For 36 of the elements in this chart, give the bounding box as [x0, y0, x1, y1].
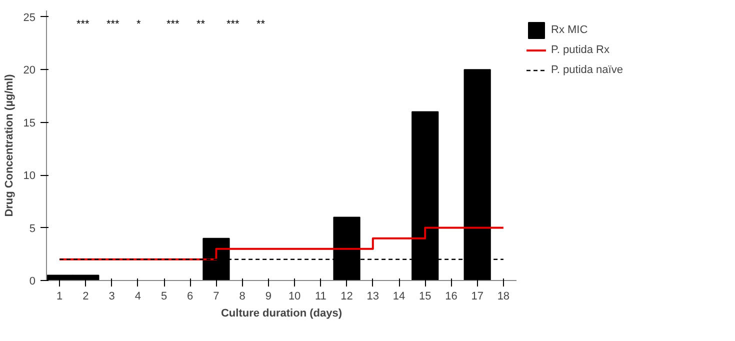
x-tick-label: 17 [471, 290, 484, 302]
x-tick-label: 9 [265, 290, 272, 302]
annotation: *** [226, 18, 240, 30]
annotation: *** [106, 18, 120, 30]
y-tick-label: 0 [29, 276, 36, 288]
x-tick-label: 8 [239, 290, 246, 302]
annotation: *** [76, 18, 90, 30]
legend-label: P. putida naïve [551, 64, 624, 76]
annotation: ** [196, 18, 206, 30]
annotation: *** [166, 18, 180, 30]
x-tick-label: 2 [82, 290, 89, 302]
x-tick-label: 6 [187, 290, 194, 302]
x-tick-label: 14 [392, 290, 406, 302]
x-tick-label: 11 [314, 290, 326, 302]
y-tick-label: 25 [23, 12, 36, 24]
legend-label: P. putida Rx [551, 44, 611, 56]
x-tick-label: 7 [213, 290, 220, 302]
x-tick-label: 5 [160, 290, 168, 302]
x-tick-label: 3 [108, 290, 115, 302]
x-tick-label: 16 [445, 290, 458, 302]
x-tick-label: 1 [56, 290, 63, 302]
x-axis-title: Culture duration (days) [220, 308, 342, 320]
y-tick-label: 5 [29, 222, 36, 235]
y-tick-label: 15 [23, 117, 36, 130]
legend-label: Rx MIC [551, 24, 589, 36]
x-tick-label: 10 [288, 290, 301, 302]
y-tick-label: 10 [23, 170, 36, 182]
x-tick-label: 12 [340, 290, 353, 302]
x-tick-label: 4 [134, 290, 141, 302]
x-tick-label: 18 [497, 290, 510, 302]
x-tick-label: 15 [418, 290, 432, 302]
annotation: * [136, 18, 142, 30]
x-tick-label: 13 [366, 290, 380, 302]
annotation: ** [256, 18, 266, 30]
y-axis-title: Drug Concentration (µg/ml) [3, 74, 16, 217]
y-tick-label: 20 [23, 64, 36, 77]
